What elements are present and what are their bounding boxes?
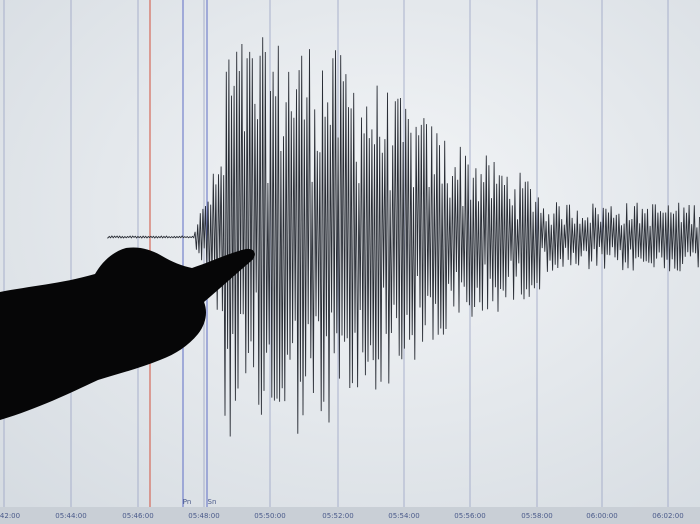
time-label: 42:00 [0, 512, 20, 520]
time-label: 05:48:00 [188, 512, 219, 520]
time-label: 05:54:00 [388, 512, 419, 520]
hand-silhouette [0, 247, 255, 420]
time-label: 06:00:00 [586, 512, 617, 520]
time-labels: 42:00 05:44:00 05:46:00 05:48:00 05:50:00 05:… [0, 512, 684, 520]
sn-label: Sn [208, 498, 217, 506]
pn-label: Pn [183, 498, 192, 506]
seismic-waveform [107, 37, 700, 437]
time-label: 05:58:00 [521, 512, 552, 520]
time-label: 05:46:00 [122, 512, 153, 520]
time-axis-strip [0, 507, 700, 524]
time-label: 05:50:00 [254, 512, 285, 520]
time-label: 05:52:00 [322, 512, 353, 520]
time-label: 05:44:00 [55, 512, 86, 520]
time-label: 05:56:00 [454, 512, 485, 520]
time-label: 06:02:00 [652, 512, 683, 520]
